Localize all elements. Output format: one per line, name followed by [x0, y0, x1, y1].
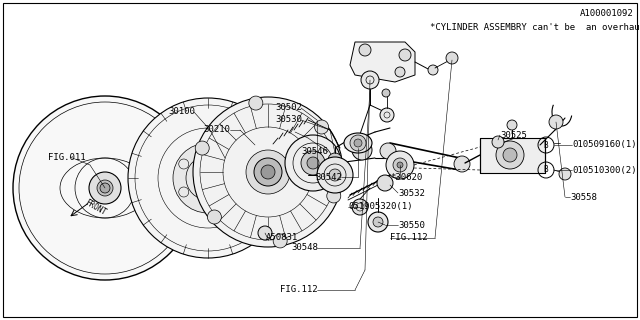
Circle shape [503, 148, 517, 162]
Circle shape [395, 67, 405, 77]
Circle shape [382, 89, 390, 97]
Circle shape [350, 135, 366, 151]
Circle shape [246, 150, 290, 194]
Circle shape [327, 189, 340, 203]
Circle shape [368, 212, 388, 232]
Text: B: B [544, 165, 548, 174]
Circle shape [273, 234, 287, 248]
Circle shape [89, 172, 121, 204]
Text: A50831: A50831 [266, 233, 298, 242]
Text: 30502: 30502 [275, 103, 302, 113]
Circle shape [446, 52, 458, 64]
Circle shape [100, 183, 110, 193]
Circle shape [301, 151, 325, 175]
Circle shape [377, 175, 393, 191]
Circle shape [380, 108, 394, 122]
Circle shape [380, 143, 396, 159]
Circle shape [399, 49, 411, 61]
Circle shape [507, 120, 517, 130]
Circle shape [128, 98, 288, 258]
Circle shape [194, 164, 222, 192]
Ellipse shape [344, 133, 372, 153]
Circle shape [13, 96, 197, 280]
Circle shape [361, 71, 379, 89]
Text: 30550: 30550 [398, 220, 425, 229]
Circle shape [428, 65, 438, 75]
Text: 30525: 30525 [500, 131, 527, 140]
Text: FIG.011: FIG.011 [48, 153, 86, 162]
Text: B: B [544, 140, 548, 149]
Circle shape [496, 141, 524, 169]
Text: 30210: 30210 [203, 125, 230, 134]
Circle shape [352, 199, 368, 215]
Circle shape [193, 97, 343, 247]
Text: 010510300(2): 010510300(2) [572, 165, 637, 174]
Circle shape [195, 141, 209, 155]
Circle shape [549, 115, 563, 129]
Text: FIG.112: FIG.112 [280, 285, 318, 294]
Circle shape [354, 139, 362, 147]
Circle shape [254, 158, 282, 186]
Circle shape [559, 168, 571, 180]
Circle shape [97, 180, 113, 196]
Bar [480, 138, 545, 173]
Text: 30542: 30542 [315, 172, 342, 181]
Circle shape [315, 120, 328, 134]
Circle shape [329, 169, 341, 181]
Text: 30546: 30546 [301, 148, 328, 156]
Circle shape [328, 153, 342, 167]
Text: 051905320(1): 051905320(1) [348, 203, 413, 212]
Text: FRONT: FRONT [83, 198, 108, 218]
Circle shape [307, 157, 319, 169]
Circle shape [207, 210, 221, 224]
Circle shape [393, 158, 407, 172]
Polygon shape [350, 42, 415, 82]
Circle shape [454, 156, 470, 172]
Text: 30100: 30100 [168, 108, 195, 116]
Circle shape [261, 165, 275, 179]
Circle shape [373, 217, 383, 227]
Text: *30620: *30620 [390, 172, 422, 181]
Circle shape [258, 226, 272, 240]
Text: FIG.112: FIG.112 [390, 234, 428, 243]
Circle shape [285, 135, 341, 191]
Circle shape [359, 44, 371, 56]
Circle shape [173, 143, 243, 213]
Text: 30530: 30530 [275, 116, 302, 124]
Circle shape [249, 96, 263, 110]
Text: 010509160(1): 010509160(1) [572, 140, 637, 149]
Text: 30532: 30532 [398, 188, 425, 197]
Circle shape [317, 157, 353, 193]
Circle shape [352, 140, 372, 160]
Circle shape [386, 151, 414, 179]
Circle shape [201, 171, 215, 185]
Text: *CYLINDER ASSEMBRY can't be  an overhaul.: *CYLINDER ASSEMBRY can't be an overhaul. [430, 23, 640, 33]
Text: 30558: 30558 [570, 193, 597, 202]
Text: 30548: 30548 [291, 244, 318, 252]
Text: A100001092: A100001092 [580, 10, 634, 19]
Circle shape [397, 162, 403, 168]
Circle shape [492, 136, 504, 148]
